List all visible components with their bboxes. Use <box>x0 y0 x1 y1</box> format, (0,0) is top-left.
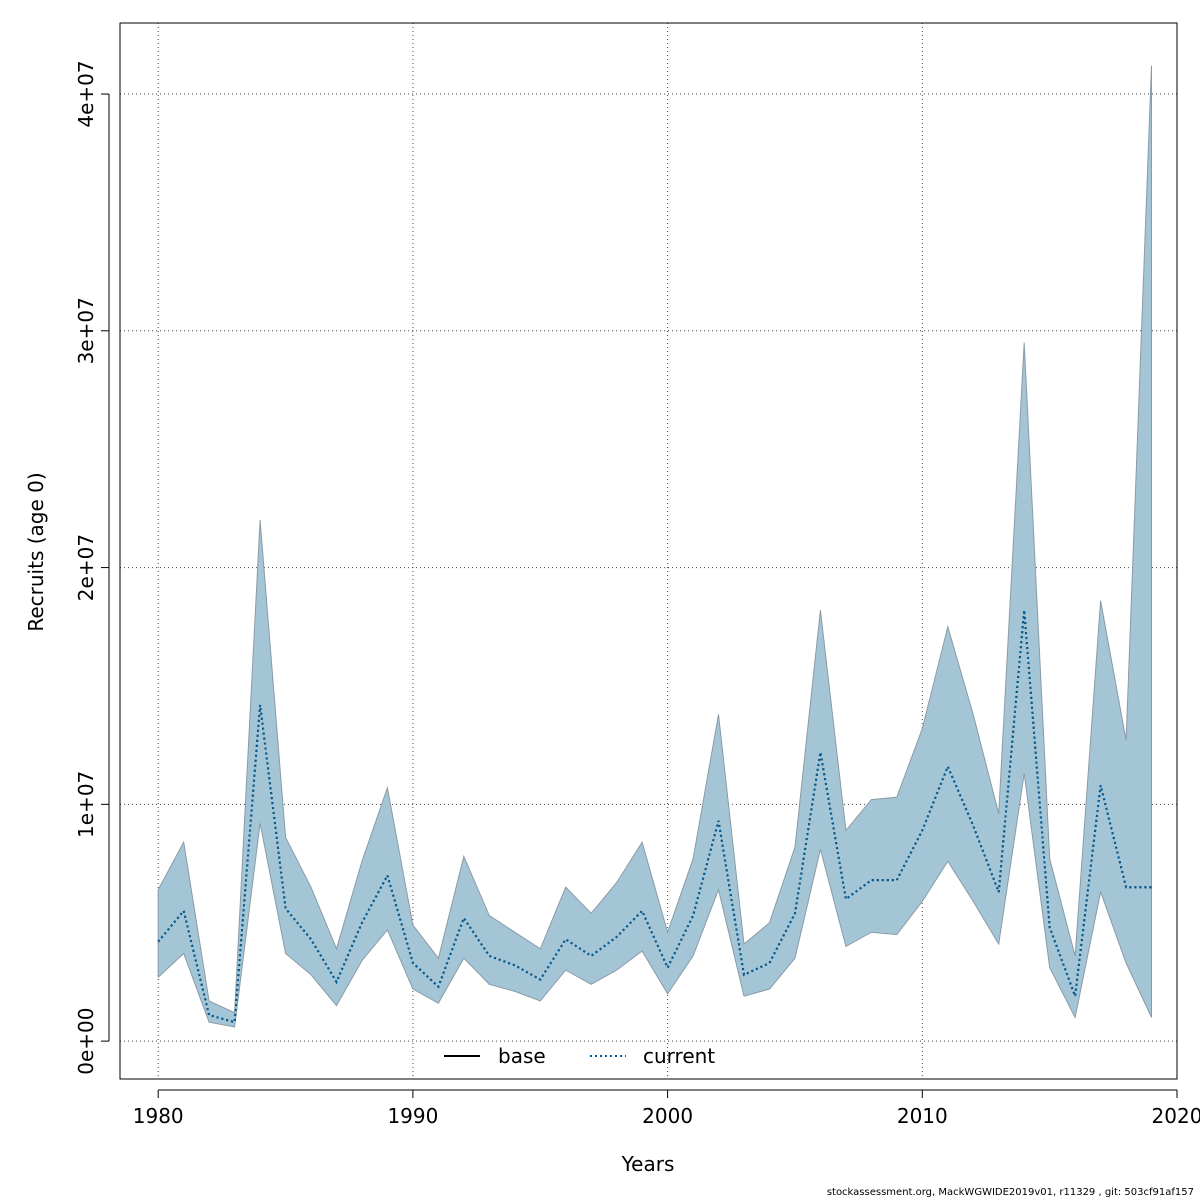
x-tick-label: 1980 <box>133 1104 184 1128</box>
legend: base current <box>444 1044 715 1068</box>
legend-label-base: base <box>498 1044 546 1068</box>
footer-credit: stockassessment.org, MackWGWIDE2019v01, … <box>826 1187 1194 1198</box>
x-tick-label: 2010 <box>897 1104 948 1128</box>
series-line-current <box>157 610 1152 1024</box>
plot-frame <box>119 22 1178 1080</box>
y-tick-label: 3e+07 <box>74 297 98 364</box>
x-axis: 1980 1990 2000 2010 2020 <box>133 1089 1200 1128</box>
series-lines <box>157 610 1152 1024</box>
y-axis: 0e+00 1e+07 2e+07 3e+07 4e+07 <box>74 60 110 1075</box>
legend-label-current: current <box>643 1044 715 1068</box>
y-axis-label: Recruits (age 0) <box>24 472 48 631</box>
x-axis-label: Years <box>621 1152 675 1176</box>
y-tick-label: 2e+07 <box>74 534 98 601</box>
x-tick-label: 2000 <box>642 1104 693 1128</box>
y-tick-label: 4e+07 <box>74 60 98 127</box>
y-tick-label: 0e+00 <box>74 1007 98 1074</box>
confidence-band <box>157 65 1152 1028</box>
y-tick-label: 1e+07 <box>74 771 98 838</box>
x-tick-label: 2020 <box>1152 1104 1200 1128</box>
x-tick-label: 1990 <box>387 1104 438 1128</box>
